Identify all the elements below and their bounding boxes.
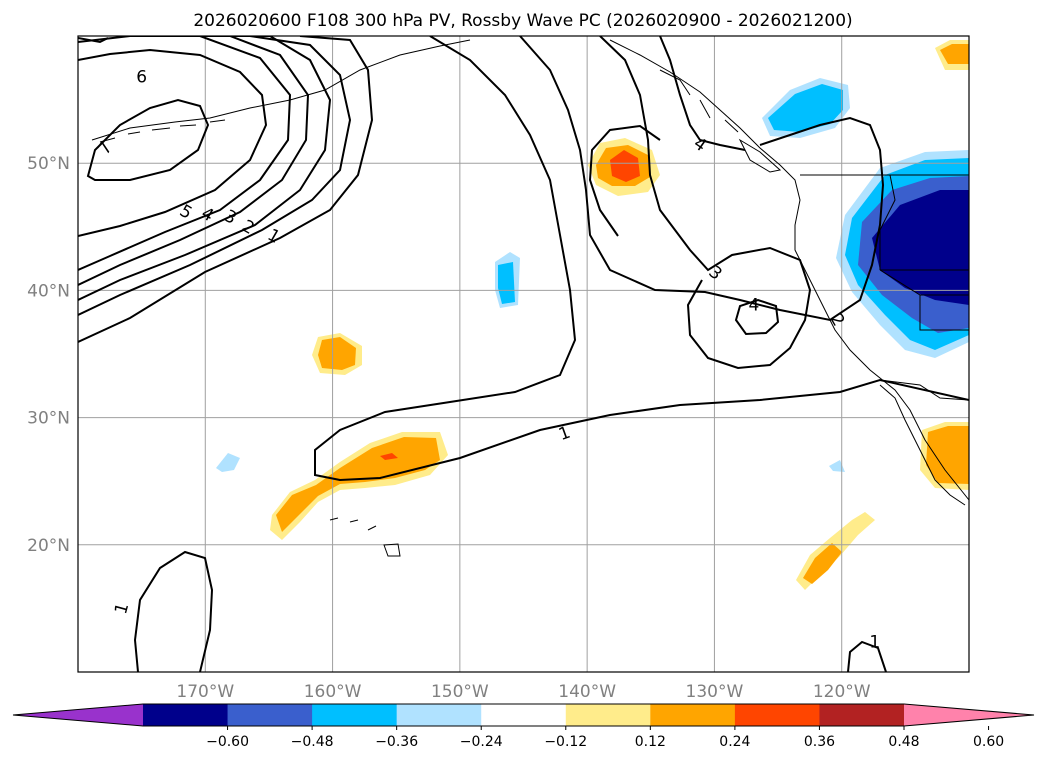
contour-7-top [78, 37, 109, 44]
chart-title: 2026020600 F108 300 hPa PV, Rossby Wave … [193, 11, 852, 31]
colorbar-tick-label: 0.12 [635, 734, 666, 750]
lat-tick-label: 50°N [27, 154, 70, 174]
pos-anomaly-orange-hawaii-n [318, 337, 356, 370]
neg-anomaly-skyblue-midpac [498, 262, 515, 304]
alaska-panhandle-coast [609, 39, 969, 501]
neg-anomaly-skyblue-bc [768, 84, 843, 132]
pv-contours [78, 36, 969, 672]
contour-1-south-right [847, 640, 887, 672]
colorbar-tick-label: 0.48 [888, 734, 919, 750]
contour-1-main [314, 36, 969, 482]
contour-3-east [599, 36, 812, 370]
contour-1-south-left [133, 550, 214, 672]
colorbar-bin [650, 704, 736, 726]
contour-4-closed [734, 298, 780, 336]
colorbar-bin [819, 704, 905, 726]
vancouver-island [738, 138, 782, 173]
contour-7-closed [86, 98, 210, 181]
pos-anomaly-orange-subtrop [276, 437, 440, 532]
contour-label: 4 [748, 295, 759, 315]
nw-coast-islands [659, 69, 739, 133]
colorbar-bin [312, 704, 398, 726]
contour-2-west [78, 36, 352, 316]
contour-label: 1 [111, 601, 133, 617]
colorbar-bin [481, 704, 567, 726]
lon-tick-label: 150°W [431, 682, 489, 702]
neg-anomaly-navy-west [872, 190, 969, 305]
lon-tick-label: 170°W [176, 682, 234, 702]
colorbar-tick-label: −0.36 [375, 734, 418, 750]
colorbar-bin [143, 704, 229, 726]
state-border-1 [879, 174, 969, 271]
pos-anomaly-orange-south [803, 543, 842, 584]
colorbar-tick-label: −0.60 [206, 734, 249, 750]
lon-tick-label: 140°W [558, 682, 616, 702]
colorbar-tick-label: −0.48 [291, 734, 334, 750]
state-border-2 [879, 269, 969, 331]
lat-tick-label: 20°N [27, 536, 70, 556]
contour-4-west [78, 36, 310, 286]
neg-anomaly-tiny [829, 460, 845, 472]
contour-6 [78, 48, 268, 237]
colorbar-bin [565, 704, 651, 726]
colorbar-bin [396, 704, 482, 726]
colorbar-tick-label: −0.12 [544, 734, 587, 750]
lat-tick-label: 40°N [27, 281, 70, 301]
lat-tick-label: 30°N [27, 409, 70, 429]
contour-3-ridge [588, 124, 661, 237]
contour-label: 6 [136, 68, 147, 88]
gridlines [78, 36, 969, 672]
aleutian-islands [99, 119, 226, 143]
latitude-labels: 20°N 30°N 40°N 50°N [27, 154, 70, 556]
pos-anomaly-red-north [610, 150, 640, 182]
pv-anomaly-shading [216, 40, 969, 590]
colorbar-extend-max [904, 704, 1034, 726]
colorbar-tick-label: 0.36 [804, 734, 835, 750]
pos-anomaly-red-subtrop [380, 453, 398, 460]
map-background [78, 36, 969, 672]
baja-california-coast [879, 384, 966, 506]
lon-tick-label: 130°W [686, 682, 744, 702]
lon-tick-label: 160°W [304, 682, 362, 702]
colorbar-tick-label: −0.24 [460, 734, 503, 750]
pos-anomaly-orange-ne [940, 44, 969, 64]
colorbar: −0.60 −0.48 −0.36 −0.24 −0.12 0.12 0.24 0.36 0.4… [12, 703, 1035, 750]
pos-anomaly-orange-baja [926, 426, 969, 484]
colorbar-tick-label: 0.60 [973, 734, 1004, 750]
longitude-labels: 170°W 160°W 150°W 140°W 130°W 120°W [176, 682, 870, 702]
hawaii-islands [329, 517, 401, 557]
contour-1-west [78, 36, 374, 343]
contour-label: 1 [869, 632, 880, 652]
map-frame [77, 35, 970, 673]
contour-5 [78, 36, 292, 271]
neg-anomaly-small-south [216, 453, 240, 472]
colorbar-bin [734, 704, 820, 726]
colorbar-bin [227, 704, 313, 726]
colorbar-extend-min [13, 704, 143, 726]
contour-4-north [659, 36, 746, 151]
lon-tick-label: 120°W [813, 682, 871, 702]
contour-3-west [78, 36, 332, 301]
colorbar-outline [12, 703, 1035, 727]
colorbar-tick-label: 0.24 [719, 734, 750, 750]
